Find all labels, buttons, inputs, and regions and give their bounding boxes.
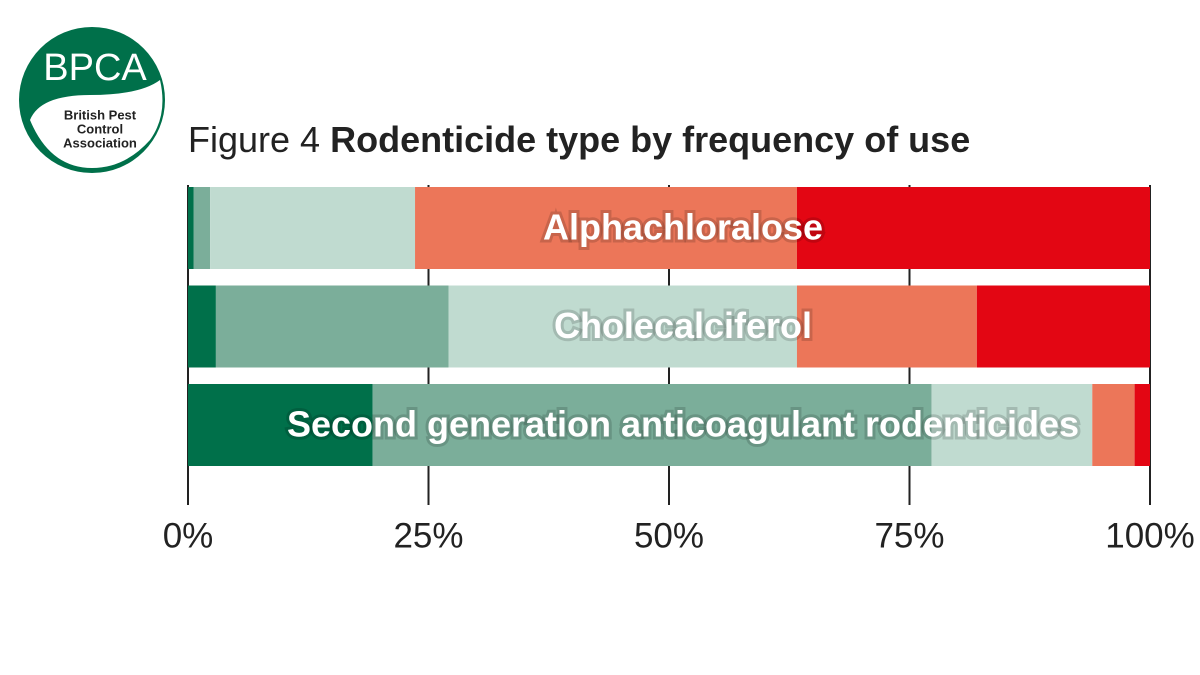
x-tick-label: 50% <box>634 516 704 555</box>
x-tick-label: 100% <box>1105 516 1195 555</box>
figure-label: Figure 4 <box>188 119 320 160</box>
bar-segment <box>188 285 216 368</box>
bar-segment <box>210 187 416 269</box>
x-tick-label: 0% <box>163 516 214 555</box>
bar-segment <box>1092 384 1135 466</box>
logo-wave <box>30 80 163 168</box>
category-label: Cholecalciferol <box>554 305 812 346</box>
category-label: Alphachloralose <box>543 207 823 248</box>
bar-segment <box>193 187 211 269</box>
logo-abbr: BPCA <box>43 47 147 89</box>
bar-segment <box>215 285 449 368</box>
bar-segment <box>931 384 1093 466</box>
bar-segment <box>1134 384 1150 466</box>
logo-name: British Pest <box>64 107 137 122</box>
logo-name: Control <box>77 121 123 136</box>
bar-segment <box>448 285 797 368</box>
bar-segment <box>415 187 797 269</box>
logo-name: Association <box>63 135 137 150</box>
chart-title: Figure 4 Rodenticide type by frequency o… <box>188 119 970 160</box>
logo: BPCA British Pest Control Association <box>19 27 165 173</box>
bar-segment <box>372 384 932 466</box>
x-tick-label: 25% <box>393 516 463 555</box>
title-text: Rodenticide type by frequency of use <box>330 119 970 160</box>
bar-segment <box>796 285 977 368</box>
bar-segment <box>188 384 373 466</box>
category-label: Second generation anticoagulant rodentic… <box>287 404 1079 445</box>
bar-segment <box>188 187 194 269</box>
bar-segment <box>796 187 1150 269</box>
x-tick-label: 75% <box>874 516 944 555</box>
bar-segment <box>976 285 1150 368</box>
